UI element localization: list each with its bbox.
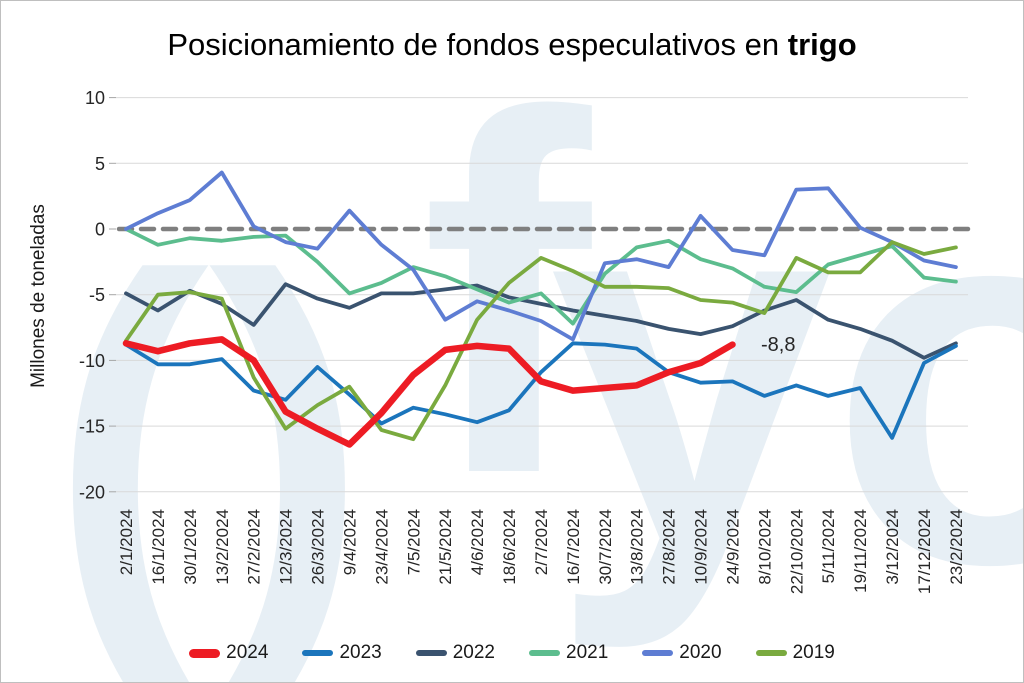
y-tick-label: 5 — [95, 154, 105, 174]
last-value-annotation: -8,8 — [761, 334, 796, 356]
x-tick-label: 30/1/2024 — [181, 509, 200, 585]
x-tick-label: 18/6/2024 — [500, 509, 519, 585]
x-tick-label: 30/7/2024 — [596, 509, 615, 585]
x-tick-label: 26/3/2024 — [309, 509, 328, 585]
legend-item-2022: 2022 — [415, 642, 495, 664]
legend-label-2021: 2021 — [566, 642, 609, 663]
watermark-letter: ) — [209, 178, 369, 683]
legend-marker-2019 — [755, 650, 787, 656]
series-line-2021 — [124, 227, 958, 326]
x-tick-label: 21/5/2024 — [436, 509, 455, 585]
x-tick-label: 7/5/2024 — [404, 509, 423, 575]
legend-label-2020: 2020 — [679, 642, 722, 663]
legend-label-2023: 2023 — [339, 642, 382, 663]
legend-marker-2020 — [642, 650, 674, 656]
x-tick-label: 8/10/2024 — [755, 509, 774, 585]
legend-marker-2021 — [529, 650, 560, 656]
legend-item-2019: 2019 — [755, 642, 835, 664]
x-tick-label: 2/7/2024 — [532, 509, 551, 575]
x-tick-label: 13/8/2024 — [628, 509, 647, 585]
legend-item-2023: 2023 — [302, 642, 382, 664]
watermark-fyo-logo: ()fyo — [49, 10, 1024, 683]
x-tick-label: 3/12/2024 — [883, 509, 902, 585]
y-tick-label: -5 — [89, 285, 105, 305]
chart-title-prefix: Posicionamiento de fondos especulativos … — [167, 27, 788, 62]
y-tick-label: -10 — [79, 351, 105, 371]
x-tick-label: 24/9/2024 — [723, 509, 742, 585]
x-tick-label: 16/1/2024 — [149, 509, 168, 585]
y-tick-label: 10 — [85, 88, 105, 108]
x-tick-label: 17/12/2024 — [915, 509, 934, 594]
legend-label-2024: 2024 — [226, 642, 269, 663]
legend-item-2020: 2020 — [642, 642, 722, 664]
chart-title: Posicionamiento de fondos especulativos … — [1, 27, 1023, 63]
x-tick-label: 12/3/2024 — [277, 509, 296, 585]
legend-marker-2022 — [415, 650, 447, 656]
x-tick-label: 27/8/2024 — [660, 509, 679, 585]
x-axis-labels: 2/1/2024 16/1/2024 30/1/2024 13/2/2024 27/2/… — [117, 509, 966, 594]
chart-title-bold-word: trigo — [787, 27, 857, 62]
x-tick-label: 13/2/2024 — [213, 509, 232, 585]
watermark-letter: o — [829, 82, 1024, 674]
legend: 2024 2023 2022 2021 2020 2019 — [1, 642, 1023, 664]
x-tick-label: 19/11/2024 — [851, 509, 870, 593]
y-axis-title: Millones de toneladas — [28, 204, 49, 388]
legend-marker-2023 — [302, 650, 334, 656]
x-tick-label: 2/1/2024 — [117, 509, 136, 575]
x-tick-label: 9/4/2024 — [340, 509, 359, 575]
y-tick-label: -20 — [79, 482, 105, 502]
x-tick-label: 27/2/2024 — [245, 509, 264, 585]
series-line-2022 — [124, 282, 958, 360]
watermark-letter: ( — [49, 178, 214, 683]
x-tick-label: 23/2/2024 — [947, 509, 966, 585]
legend-item-2024: 2024 — [189, 642, 268, 664]
series-line-2019 — [124, 240, 958, 442]
y-tick-label: 0 — [95, 220, 105, 240]
x-tick-label: 22/10/2024 — [787, 509, 806, 594]
x-tick-label: 10/9/2024 — [692, 509, 711, 585]
series-line-2024 — [122, 336, 736, 448]
x-tick-label: 16/7/2024 — [564, 509, 583, 585]
legend-item-2021: 2021 — [529, 642, 608, 664]
legend-label-2019: 2019 — [792, 642, 835, 663]
y-tick-label: -15 — [79, 417, 105, 437]
x-tick-label: 4/6/2024 — [468, 509, 487, 575]
series-lines — [122, 170, 958, 448]
series-line-2020 — [124, 170, 958, 342]
legend-marker-2024 — [189, 648, 221, 658]
legend-label-2022: 2022 — [452, 642, 495, 663]
x-tick-label: 23/4/2024 — [372, 509, 391, 585]
x-tick-label: 5/11/2024 — [819, 509, 838, 583]
